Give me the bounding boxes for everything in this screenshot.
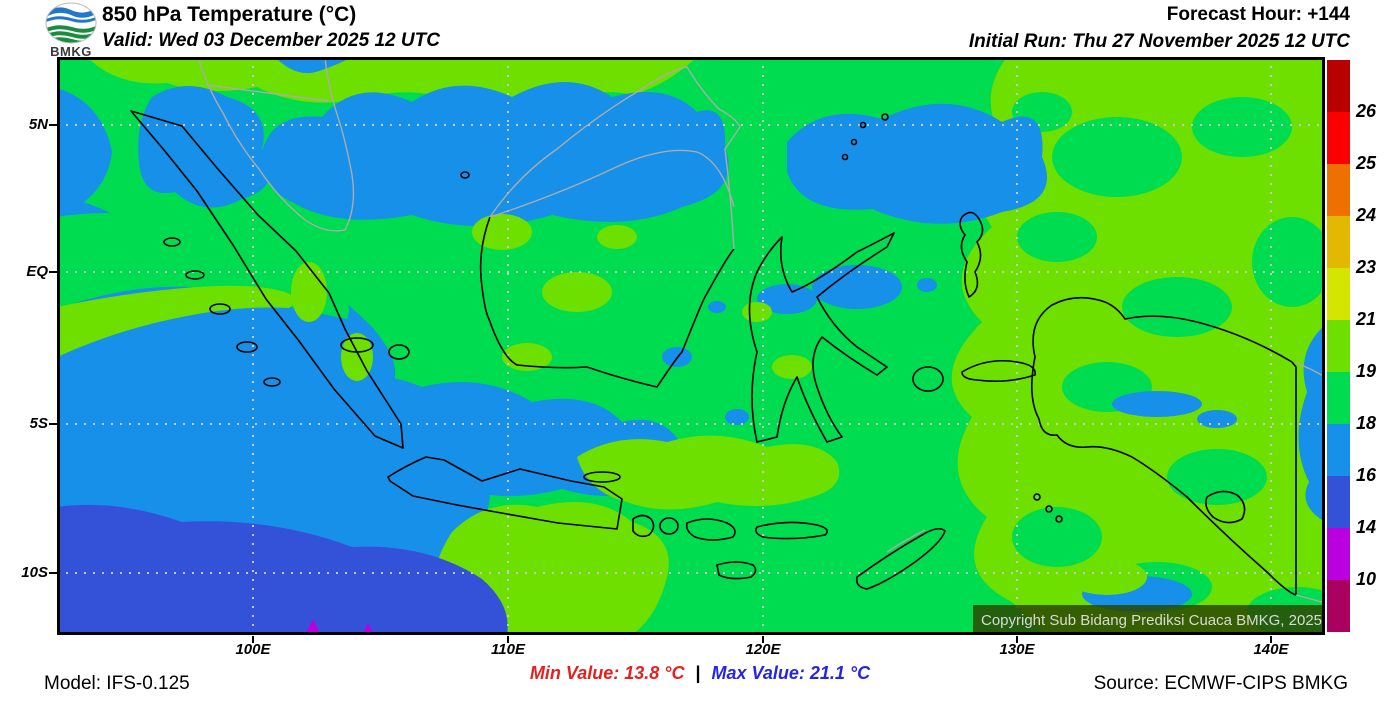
x-axis-label-110e: 110E bbox=[491, 641, 525, 658]
colorbar-labels: 26 25 24 23 21 19 18 16 14 10 bbox=[1356, 60, 1396, 632]
temperature-field-svg: Copyright Sub Bidang Prediksi Cuaca BMKG… bbox=[57, 57, 1325, 635]
map-border bbox=[57, 57, 1325, 635]
colorbar-block bbox=[1327, 164, 1350, 216]
temperature-field bbox=[57, 57, 1325, 635]
y-axis-label-eq: EQ bbox=[26, 263, 48, 280]
colorbar-label: 10 bbox=[1356, 569, 1377, 589]
colorbar-label: 19 bbox=[1356, 361, 1377, 381]
x-axis-label-130e: 130E bbox=[999, 641, 1035, 658]
colorbar-label: 18 bbox=[1356, 413, 1377, 433]
colorbar-label: 25 bbox=[1356, 153, 1377, 173]
colorbar-label: 14 bbox=[1356, 517, 1377, 537]
max-value: Max Value: 21.1 °C bbox=[711, 663, 871, 683]
y-axis-label-5n: 5N bbox=[28, 116, 48, 133]
colorbar-blocks bbox=[1327, 60, 1350, 632]
page-title: 850 hPa Temperature (°C) bbox=[102, 3, 357, 26]
x-axis-label-100e: 100E bbox=[235, 641, 271, 658]
gridlines bbox=[57, 57, 1325, 635]
colorbar-block bbox=[1327, 372, 1350, 424]
y-axis-label-10s: 10S bbox=[21, 564, 48, 581]
y-tick bbox=[49, 124, 57, 126]
y-tick bbox=[49, 423, 57, 425]
y-tick bbox=[49, 271, 57, 273]
colorbar-block bbox=[1327, 112, 1350, 164]
copyright-overlay: Copyright Sub Bidang Prediksi Cuaca BMKG… bbox=[973, 605, 1322, 632]
colorbar-block bbox=[1327, 216, 1350, 268]
coastlines bbox=[130, 110, 1297, 596]
model-label: Model: IFS-0.125 bbox=[44, 673, 190, 694]
colorbar-label: 21 bbox=[1356, 309, 1377, 329]
minmax-values: Min Value: 13.8 °C | Max Value: 21.1 °C bbox=[530, 663, 870, 684]
copyright-text: Copyright Sub Bidang Prediksi Cuaca BMKG… bbox=[981, 612, 1322, 629]
colorbar-block bbox=[1327, 476, 1350, 528]
colorbar-block bbox=[1327, 320, 1350, 372]
x-axis-label-120e: 120E bbox=[745, 641, 781, 658]
x-tick bbox=[1270, 636, 1272, 643]
forecast-hour: Forecast Hour: +144 bbox=[1166, 4, 1350, 25]
y-axis-label-5s: 5S bbox=[29, 415, 48, 432]
colorbar-block bbox=[1327, 580, 1350, 632]
colorbar-block bbox=[1327, 424, 1350, 476]
temperature-map: Copyright Sub Bidang Prediksi Cuaca BMKG… bbox=[57, 57, 1325, 635]
x-tick bbox=[1016, 636, 1018, 643]
colorbar-label: 26 bbox=[1356, 101, 1377, 121]
x-tick bbox=[252, 636, 254, 643]
y-tick bbox=[49, 572, 57, 574]
colorbar-label: 16 bbox=[1356, 465, 1377, 485]
x-tick bbox=[507, 636, 509, 643]
colorbar-block bbox=[1327, 528, 1350, 580]
bmkg-logo-icon bbox=[45, 2, 97, 44]
bmkg-logo-text: BMKG bbox=[50, 44, 92, 59]
bmkg-logo: BMKG bbox=[45, 2, 97, 59]
source-label: Source: ECMWF-CIPS BMKG bbox=[1093, 673, 1348, 694]
colorbar-label: 24 bbox=[1356, 205, 1377, 225]
x-tick bbox=[762, 636, 764, 643]
colorbar-label: 23 bbox=[1356, 257, 1377, 277]
colorbar-block bbox=[1327, 268, 1350, 320]
initial-run: Initial Run: Thu 27 November 2025 12 UTC bbox=[968, 31, 1350, 52]
valid-time: Valid: Wed 03 December 2025 12 UTC bbox=[102, 30, 440, 51]
colorbar-block bbox=[1327, 60, 1350, 112]
min-value: Min Value: 13.8 °C bbox=[529, 663, 685, 683]
x-axis-label-140e: 140E bbox=[1253, 641, 1289, 658]
minmax-separator: | bbox=[695, 663, 701, 683]
